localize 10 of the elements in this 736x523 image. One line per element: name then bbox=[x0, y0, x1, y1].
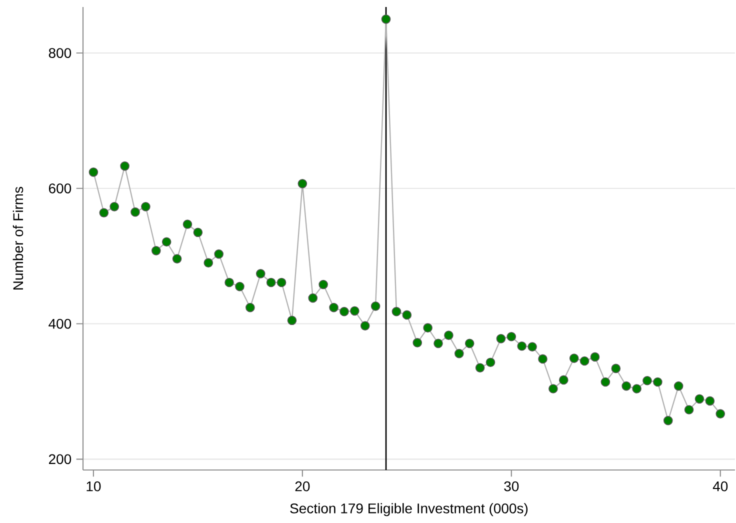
y-tick-label: 200 bbox=[48, 454, 72, 464]
y-tick-label: 400 bbox=[48, 318, 72, 329]
x-axis-title: Section 179 Eligible Investment (000s) bbox=[290, 503, 528, 516]
y-tick-label: 600 bbox=[48, 183, 72, 194]
y-tick-label: 800 bbox=[48, 48, 72, 58]
y-axis-title: Number of Firms bbox=[12, 186, 24, 290]
x-tick-label: 40 bbox=[712, 481, 728, 492]
x-tick-label: 10 bbox=[86, 481, 101, 492]
x-tick-label: 30 bbox=[504, 481, 519, 492]
x-tick-label: 20 bbox=[295, 481, 310, 492]
